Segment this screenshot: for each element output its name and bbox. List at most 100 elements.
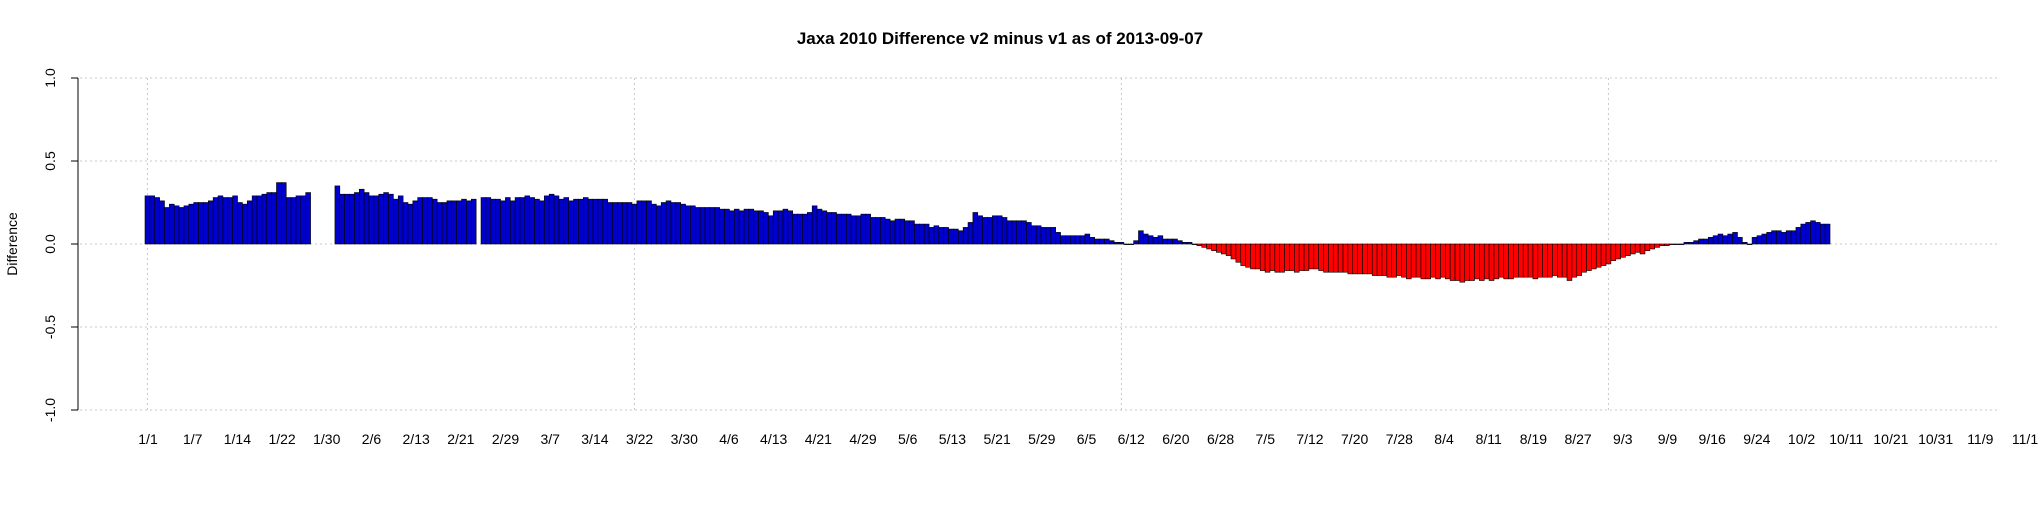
bar bbox=[1298, 243, 1305, 271]
bar bbox=[529, 197, 535, 245]
bar bbox=[1011, 220, 1018, 245]
bar bbox=[1328, 243, 1334, 273]
bar bbox=[1196, 243, 1203, 246]
x-tick-label: 7/12 bbox=[1296, 431, 1323, 447]
bar bbox=[432, 198, 438, 245]
bar bbox=[368, 195, 375, 245]
bar bbox=[1245, 243, 1251, 268]
bar bbox=[582, 197, 589, 245]
bar bbox=[1191, 243, 1198, 245]
bar bbox=[607, 202, 613, 245]
bar bbox=[1683, 242, 1690, 245]
x-tick-label: 8/4 bbox=[1434, 431, 1454, 447]
bar bbox=[1371, 243, 1378, 276]
bar bbox=[1698, 238, 1704, 245]
bar bbox=[617, 202, 623, 245]
x-tick-label: 7/28 bbox=[1386, 431, 1413, 447]
bar bbox=[159, 200, 165, 245]
bar bbox=[1079, 235, 1086, 245]
bar bbox=[1420, 243, 1427, 280]
bar bbox=[1040, 227, 1047, 245]
bar bbox=[1659, 243, 1665, 246]
bar bbox=[505, 197, 511, 245]
x-tick-label: 11/1 bbox=[2012, 431, 2038, 447]
bar bbox=[665, 200, 672, 245]
bar bbox=[285, 197, 292, 245]
bar bbox=[880, 217, 886, 245]
bar bbox=[1776, 230, 1782, 245]
bar bbox=[1746, 243, 1753, 245]
bar bbox=[797, 213, 803, 245]
bar bbox=[1440, 243, 1446, 278]
bar bbox=[1532, 243, 1539, 280]
bar bbox=[1099, 238, 1105, 245]
bar bbox=[212, 197, 219, 245]
x-tick-label: 2/13 bbox=[403, 431, 430, 447]
bar bbox=[982, 217, 988, 245]
bar bbox=[1216, 243, 1222, 253]
bar bbox=[373, 195, 380, 245]
bar bbox=[1362, 243, 1368, 275]
bar bbox=[855, 215, 862, 245]
bar bbox=[568, 200, 574, 245]
bar bbox=[1469, 243, 1475, 281]
x-tick-label: 9/24 bbox=[1743, 431, 1770, 447]
bar bbox=[1206, 243, 1212, 250]
x-tick-label: 4/21 bbox=[805, 431, 832, 447]
x-tick-label: 6/5 bbox=[1077, 431, 1097, 447]
bar bbox=[1795, 227, 1802, 245]
bar bbox=[1693, 240, 1699, 245]
bar bbox=[1026, 222, 1032, 245]
bar bbox=[1313, 243, 1319, 270]
y-axis-label: Difference bbox=[4, 212, 20, 276]
bar bbox=[1766, 232, 1772, 245]
bar bbox=[807, 212, 813, 245]
bar bbox=[397, 195, 404, 245]
bar bbox=[1483, 243, 1490, 280]
bar bbox=[1255, 243, 1261, 270]
bar bbox=[1625, 243, 1631, 256]
bar bbox=[1104, 238, 1110, 245]
bar bbox=[514, 197, 521, 245]
bar bbox=[845, 213, 852, 245]
bar bbox=[641, 200, 647, 245]
bar bbox=[743, 208, 750, 245]
bar bbox=[1688, 242, 1694, 245]
bar bbox=[670, 202, 677, 245]
x-tick-label: 1/1 bbox=[138, 431, 158, 447]
bar bbox=[271, 192, 277, 245]
bar bbox=[1172, 238, 1178, 245]
bar bbox=[388, 193, 394, 245]
x-tick-label: 2/6 bbox=[362, 431, 382, 447]
bar bbox=[354, 192, 360, 245]
bar bbox=[1108, 240, 1115, 245]
bar bbox=[1001, 217, 1008, 245]
bar bbox=[349, 193, 355, 245]
bar bbox=[1800, 223, 1806, 245]
bar bbox=[412, 200, 419, 245]
bar bbox=[417, 197, 423, 245]
bar bbox=[154, 197, 160, 245]
bar bbox=[631, 203, 638, 245]
bar bbox=[1566, 243, 1573, 281]
bar bbox=[753, 210, 759, 245]
bar bbox=[534, 198, 540, 245]
bar bbox=[1162, 238, 1168, 245]
bar bbox=[246, 200, 253, 245]
bar bbox=[553, 195, 560, 245]
bar bbox=[1225, 243, 1232, 256]
bar bbox=[1289, 243, 1295, 271]
x-tick-label: 11/9 bbox=[1967, 431, 1993, 447]
bar bbox=[1571, 243, 1578, 278]
bar bbox=[1522, 243, 1529, 278]
bar bbox=[300, 195, 307, 245]
bar bbox=[544, 195, 550, 245]
bar bbox=[1113, 242, 1120, 245]
x-tick-label: 1/22 bbox=[268, 431, 295, 447]
bar bbox=[1230, 243, 1237, 260]
bar bbox=[456, 200, 462, 245]
bar bbox=[1615, 243, 1621, 260]
bar bbox=[339, 193, 345, 245]
bar bbox=[1756, 235, 1763, 245]
bar bbox=[724, 208, 730, 245]
